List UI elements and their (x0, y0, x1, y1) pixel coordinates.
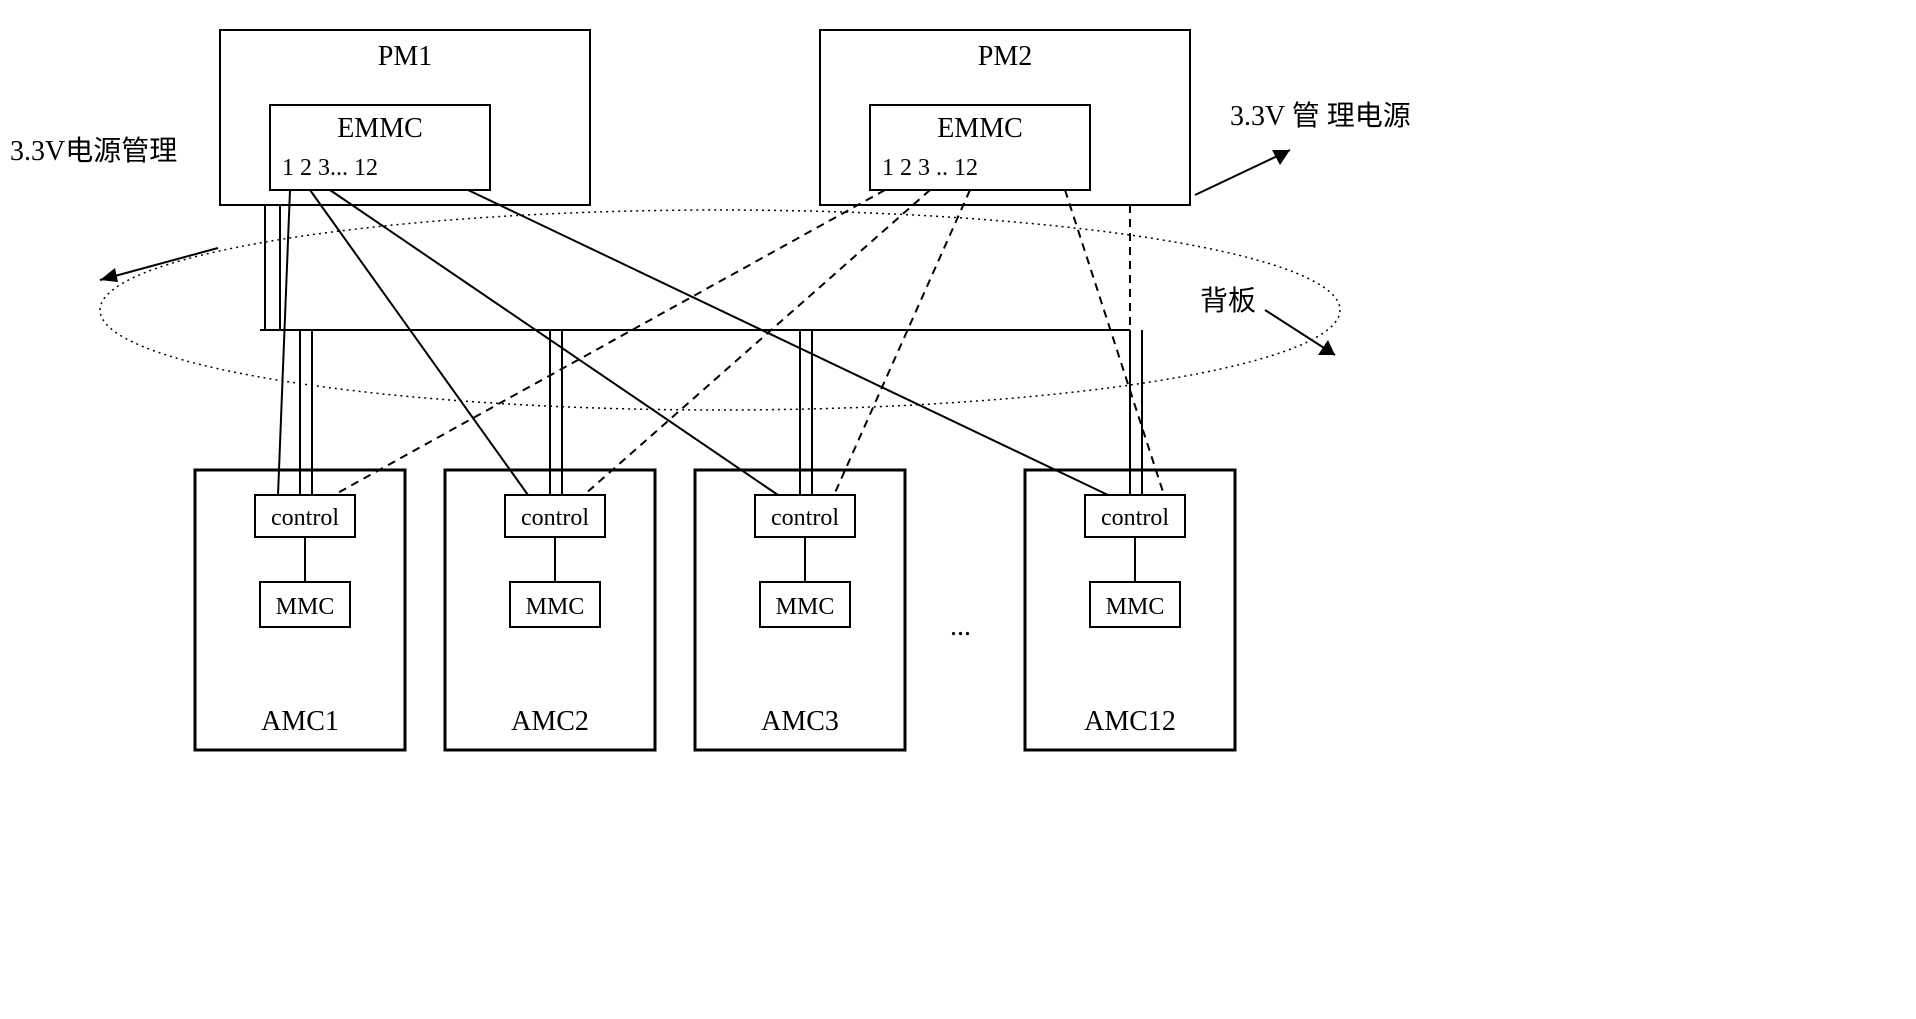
svg-text:MMC: MMC (1106, 594, 1165, 620)
pm2-title: PM2 (978, 41, 1032, 72)
pm2-emmc-label: EMMC (937, 113, 1023, 144)
svg-text:MMC: MMC (526, 594, 585, 620)
pm1-emmc-label: EMMC (337, 113, 423, 144)
backplane-label: 背板 (1200, 285, 1256, 317)
svg-text:MMC: MMC (276, 594, 335, 620)
backplane-arrow (1265, 310, 1335, 355)
svg-text:AMC1: AMC1 (261, 706, 339, 737)
pm2-connection-lines (334, 190, 1164, 495)
pm1-block: PM1 EMMC 1 2 3... 12 (220, 30, 590, 205)
amc-ellipsis: ... (950, 611, 971, 642)
svg-text:AMC3: AMC3 (761, 706, 839, 737)
svg-text:AMC12: AMC12 (1084, 706, 1176, 737)
pm1-title: PM1 (378, 41, 432, 72)
svg-text:control: control (1101, 505, 1169, 531)
amc-block: control MMC AMC1 (195, 470, 405, 750)
amc-group: control MMC AMC1 control MMC AMC2 control MMC AM… (195, 470, 1235, 750)
svg-text:control: control (521, 505, 589, 531)
svg-text:control: control (271, 505, 339, 531)
system-diagram: PM1 EMMC 1 2 3... 12 PM2 EMMC 1 2 3 .. 1… (0, 0, 1500, 800)
svg-text:AMC2: AMC2 (511, 706, 589, 737)
right-annotation-arrow (1195, 150, 1290, 195)
left-annotation: 3.3V电源管理 (10, 135, 177, 167)
pm2-block: PM2 EMMC 1 2 3 .. 12 (820, 30, 1190, 205)
left-annotation-arrow (100, 248, 218, 282)
pm2-ports-text: 1 2 3 .. 12 (882, 155, 978, 181)
svg-text:MMC: MMC (776, 594, 835, 620)
right-annotation: 3.3V 管 理电源 (1230, 100, 1411, 132)
amc-block: control MMC AMC12 (1025, 470, 1235, 750)
pm1-ports-text: 1 2 3... 12 (282, 155, 378, 181)
svg-text:control: control (771, 505, 839, 531)
amc-block: control MMC AMC2 (445, 470, 655, 750)
amc-block: control MMC AMC3 (695, 470, 905, 750)
pm1-connection-lines (278, 190, 1108, 495)
